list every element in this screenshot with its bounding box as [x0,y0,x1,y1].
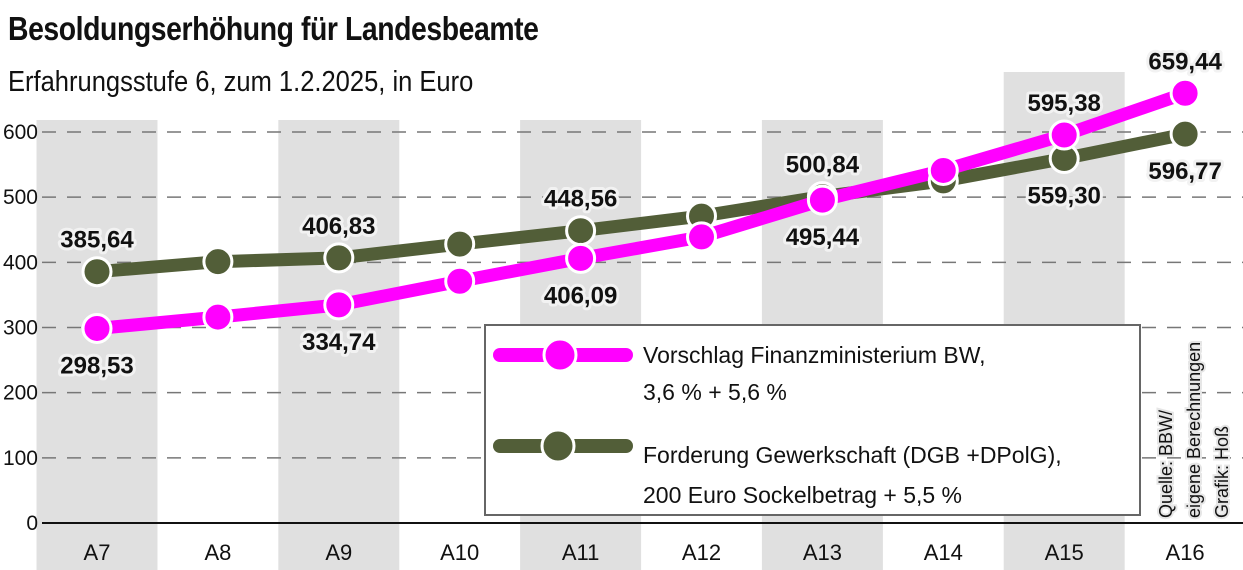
x-tick-label: A8 [204,540,231,565]
x-tick-label: A12 [682,540,721,565]
data-label: 659,44 [1148,48,1222,75]
data-point [1048,119,1080,151]
data-point [1169,118,1201,150]
legend-label-magenta: Vorschlag Finanzministerium BW, [643,342,986,368]
data-point [323,242,355,274]
data-label: 495,44 [786,224,860,251]
data-point [565,242,597,274]
x-tick-label: A15 [1045,540,1084,565]
y-tick-label: 300 [3,317,38,340]
y-tick-label: 0 [26,512,38,535]
x-tick-label: A7 [84,540,111,565]
data-label: 448,56 [544,186,617,213]
x-tick-label: A14 [924,540,963,565]
data-point [806,184,838,216]
legend-label-green: Forderung Gewerkschaft (DGB +DPolG), [643,442,1062,468]
data-point [686,221,717,253]
series-line-1 [90,127,1192,279]
legend-marker-green [540,428,576,464]
x-tick-label: A13 [803,540,842,565]
legend: Vorschlag Finanzministerium BW, 3,6 % + … [484,324,1141,516]
legend-marker-magenta [542,337,578,373]
y-tick-label: 100 [3,447,38,470]
y-tick-label: 200 [3,382,38,405]
source-line-3: Grafik: Hoß [1212,426,1232,518]
data-point [927,154,959,186]
data-point [202,246,234,278]
data-point [565,215,597,247]
legend-label-green-line2: 200 Euro Sockelbetrag + 5,5 % [643,482,962,508]
data-label: 406,83 [302,213,375,240]
x-tick-label: A16 [1166,540,1205,565]
data-label: 406,09 [544,282,617,309]
chart-subtitle: Erfahrungsstufe 6, zum 1.2.2025, in Euro [8,66,474,98]
band-a9 [278,120,400,570]
data-label: 500,84 [786,152,860,179]
data-point [202,301,234,333]
data-point [323,289,355,321]
data-point [444,228,476,260]
x-tick-label: A9 [325,540,352,565]
data-label: 595,38 [1027,90,1100,117]
legend-label-magenta-line2: 3,6 % + 5,6 % [643,379,787,405]
data-point [1169,77,1201,109]
source-note: Quelle: BBW/ eigene Berechnungen Grafik:… [1154,340,1234,520]
source-line-1: Quelle: BBW/ [1156,410,1176,518]
chart-title: Besoldungserhöhung für Landesbeamte [8,10,539,47]
data-label: 334,74 [302,329,376,356]
data-point [81,312,113,344]
data-point [81,256,113,288]
y-tick-label: 400 [3,251,38,274]
x-tick-label: A11 [562,540,600,565]
data-label: 298,53 [60,352,133,379]
band-a7 [36,120,158,570]
y-tick-label: 600 [3,121,38,144]
x-tick-label: A10 [440,540,479,565]
data-label: 559,30 [1027,183,1100,210]
data-point [444,265,476,297]
series-line-0 [90,86,1192,335]
data-label: 596,77 [1148,158,1221,185]
data-label: 385,64 [60,227,134,254]
y-tick-label: 500 [3,186,38,209]
source-line-2: eigene Berechnungen [1184,342,1204,518]
